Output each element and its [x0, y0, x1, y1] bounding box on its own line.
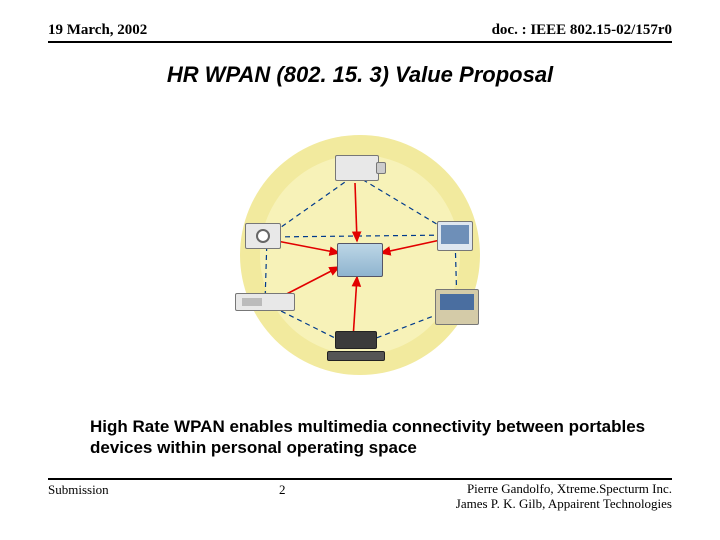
footer-author-1: Pierre Gandolfo, Xtreme.Specturm Inc. [456, 482, 672, 497]
footer-left: Submission [48, 482, 109, 498]
wpan-diagram [205, 125, 515, 385]
header-bar: 19 March, 2002 doc. : IEEE 802.15-02/157… [48, 22, 672, 43]
header-date: 19 March, 2002 [48, 22, 147, 39]
tv-stand-icon [435, 289, 479, 325]
footer-bar: Submission 2 Pierre Gandolfo, Xtreme.Spe… [48, 478, 672, 512]
camera-icon [245, 223, 281, 249]
page-title: HR WPAN (802. 15. 3) Value Proposal [48, 62, 672, 88]
footer-page-number: 2 [279, 482, 286, 498]
caption-text: High Rate WPAN enables multimedia connec… [90, 416, 660, 459]
vcr-icon [235, 293, 295, 311]
footer-author-2: James P. K. Gilb, Appairent Technologies [456, 497, 672, 512]
diagram-area [0, 115, 720, 395]
monitor-icon [437, 221, 473, 251]
header-doc-id: doc. : IEEE 802.15-02/157r0 [492, 22, 672, 39]
footer-authors: Pierre Gandolfo, Xtreme.Specturm Inc. Ja… [456, 482, 672, 512]
camcorder-icon [335, 155, 379, 181]
laptop-icon [327, 331, 385, 361]
center-display-icon [337, 243, 383, 277]
